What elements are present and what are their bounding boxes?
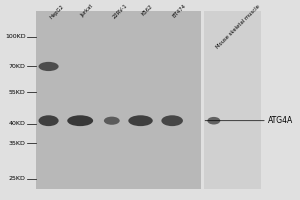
Text: 40KD: 40KD <box>9 121 26 126</box>
Ellipse shape <box>104 117 120 125</box>
Ellipse shape <box>38 62 58 71</box>
Ellipse shape <box>38 115 58 126</box>
Text: Jurkat: Jurkat <box>80 3 95 18</box>
Text: 22RV-1: 22RV-1 <box>112 3 129 20</box>
Ellipse shape <box>161 115 183 126</box>
Ellipse shape <box>67 115 93 126</box>
Text: HepG2: HepG2 <box>49 3 65 20</box>
Text: 35KD: 35KD <box>9 141 26 146</box>
Text: BT474: BT474 <box>172 3 188 19</box>
FancyBboxPatch shape <box>204 11 261 189</box>
FancyBboxPatch shape <box>36 11 201 189</box>
Text: ATG4A: ATG4A <box>268 116 294 125</box>
Text: 55KD: 55KD <box>9 90 26 95</box>
Text: Mouse skeletal muscle: Mouse skeletal muscle <box>215 3 261 49</box>
Ellipse shape <box>207 117 220 125</box>
Ellipse shape <box>128 115 153 126</box>
Text: K562: K562 <box>140 3 154 16</box>
Text: 25KD: 25KD <box>9 176 26 181</box>
Text: 70KD: 70KD <box>9 64 26 69</box>
Text: 100KD: 100KD <box>5 34 26 39</box>
